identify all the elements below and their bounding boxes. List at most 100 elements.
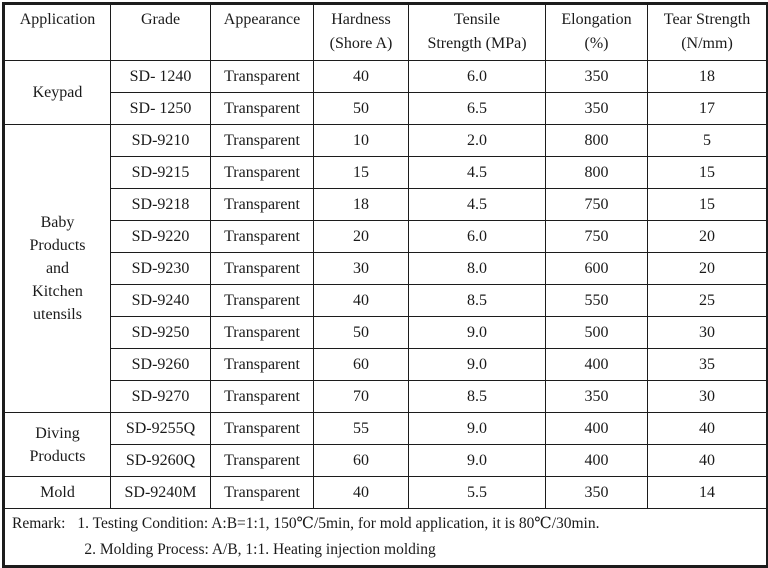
elongation-cell: 400 [545,412,648,445]
header-tear-strength: Tear Strength (N/mm) [647,3,768,61]
tensile-cell: 4.5 [408,188,546,221]
header-appearance: Appearance [210,3,314,61]
table-row: SD-9260Q Transparent 60 9.0 400 40 [4,444,768,477]
grade-cell: SD-9240 [110,284,211,317]
tensile-cell: 4.5 [408,156,546,189]
tear-cell: 40 [647,412,768,445]
tear-cell: 15 [647,156,768,189]
hardness-cell: 10 [313,124,409,157]
appearance-cell: Transparent [210,252,314,285]
tear-cell: 17 [647,92,768,125]
grade-cell: SD- 1250 [110,92,211,125]
tear-cell: 20 [647,252,768,285]
grade-cell: SD- 1240 [110,60,211,93]
appearance-cell: Transparent [210,380,314,413]
table-row: Keypad SD- 1240 Transparent 40 6.0 350 1… [3,60,768,125]
appearance-cell: Transparent [210,92,314,125]
header-row: Application Grade Appearance Hardness (S… [3,3,768,61]
header-hardness-unit: (Shore A) [329,35,393,52]
hardness-cell: 15 [313,156,409,189]
header-tear-label: Tear Strength [663,11,751,28]
tensile-cell: 5.5 [408,476,546,509]
grade-cell: SD-9255Q [110,412,211,445]
tensile-cell: 8.5 [408,380,546,413]
header-grade: Grade [110,3,211,61]
grade-cell: SD-9210 [110,124,211,157]
tensile-cell: 2.0 [408,124,546,157]
hardness-cell: 60 [313,444,409,477]
application-cell-keypad: Keypad [3,60,111,125]
table-row: Diving Products SD-9255Q Transparent 55 … [3,412,768,477]
elongation-cell: 750 [545,188,648,221]
hardness-cell: 50 [313,316,409,349]
tear-cell: 35 [647,348,768,381]
table-row: SD- 1250 Transparent 50 6.5 350 17 [4,92,768,125]
table-row: SD-9215 Transparent 15 4.5 800 15 [4,156,768,189]
hardness-cell: 30 [313,252,409,285]
tear-cell: 40 [647,444,768,477]
appearance-cell: Transparent [210,476,314,509]
remark-line-2: 2. Molding Process: A/B, 1:1. Heating in… [84,541,436,558]
application-cell-baby-products: Baby Products and Kitchen utensils [3,124,111,413]
appearance-cell: Transparent [210,348,314,381]
header-tensile-label: Tensile [454,11,500,28]
table-row: Mold SD-9240M Transparent 40 5.5 350 14 [3,476,768,509]
header-elongation: Elongation (%) [545,3,648,61]
grade-cell: SD-9260 [110,348,211,381]
header-tensile-strength: Tensile Strength (MPa) [408,3,546,61]
header-hardness-label: Hardness [331,11,391,28]
grade-cell: SD-9260Q [110,444,211,477]
grade-cell: SD-9250 [110,316,211,349]
appearance-cell: Transparent [210,316,314,349]
elongation-cell: 350 [545,60,648,93]
remark-label: Remark: [12,515,66,532]
header-appearance-label: Appearance [223,11,301,28]
appearance-cell: Transparent [210,284,314,317]
tensile-cell: 9.0 [408,412,546,445]
grade-cell: SD-9215 [110,156,211,189]
tear-cell: 5 [647,124,768,157]
tear-cell: 30 [647,380,768,413]
header-tensile-unit: Strength (MPa) [427,35,527,52]
tensile-cell: 9.0 [408,444,546,477]
table-row: Baby Products and Kitchen utensils SD-92… [3,124,768,413]
appearance-cell: Transparent [210,156,314,189]
hardness-cell: 20 [313,220,409,253]
remark-row: Remark: 1. Testing Condition: A:B=1:1, 1… [3,508,768,567]
header-application: Application [3,3,111,61]
tear-cell: 20 [647,220,768,253]
appearance-cell: Transparent [210,60,314,93]
grade-cell: SD-9220 [110,220,211,253]
grade-cell: SD-9230 [110,252,211,285]
table-row: SD-9220 Transparent 20 6.0 750 20 [4,220,768,253]
table-row: SD-9230 Transparent 30 8.0 600 20 [4,252,768,285]
appearance-cell: Transparent [210,220,314,253]
grade-cell: SD-9218 [110,188,211,221]
tear-cell: 25 [647,284,768,317]
header-application-label: Application [19,11,96,28]
elongation-cell: 750 [545,220,648,253]
tensile-cell: 8.0 [408,252,546,285]
header-elongation-unit: (%) [584,35,609,52]
hardness-cell: 55 [313,412,409,445]
elongation-cell: 400 [545,348,648,381]
table-row: SD-9218 Transparent 18 4.5 750 15 [4,188,768,221]
hardness-cell: 70 [313,380,409,413]
application-cell-mold: Mold [3,476,111,509]
table-row: SD-9240 Transparent 40 8.5 550 25 [4,284,768,317]
tensile-cell: 9.0 [408,348,546,381]
table-row: SD-9250 Transparent 50 9.0 500 30 [4,316,768,349]
tensile-cell: 6.0 [408,60,546,93]
hardness-cell: 40 [313,284,409,317]
remark-cell: Remark: 1. Testing Condition: A:B=1:1, 1… [3,508,768,567]
header-tear-unit: (N/mm) [681,35,733,52]
tensile-cell: 6.5 [408,92,546,125]
elongation-cell: 350 [545,92,648,125]
elongation-cell: 600 [545,252,648,285]
elongation-cell: 500 [545,316,648,349]
grade-cell: SD-9270 [110,380,211,413]
elongation-cell: 400 [545,444,648,477]
hardness-cell: 40 [313,476,409,509]
appearance-cell: Transparent [210,124,314,157]
